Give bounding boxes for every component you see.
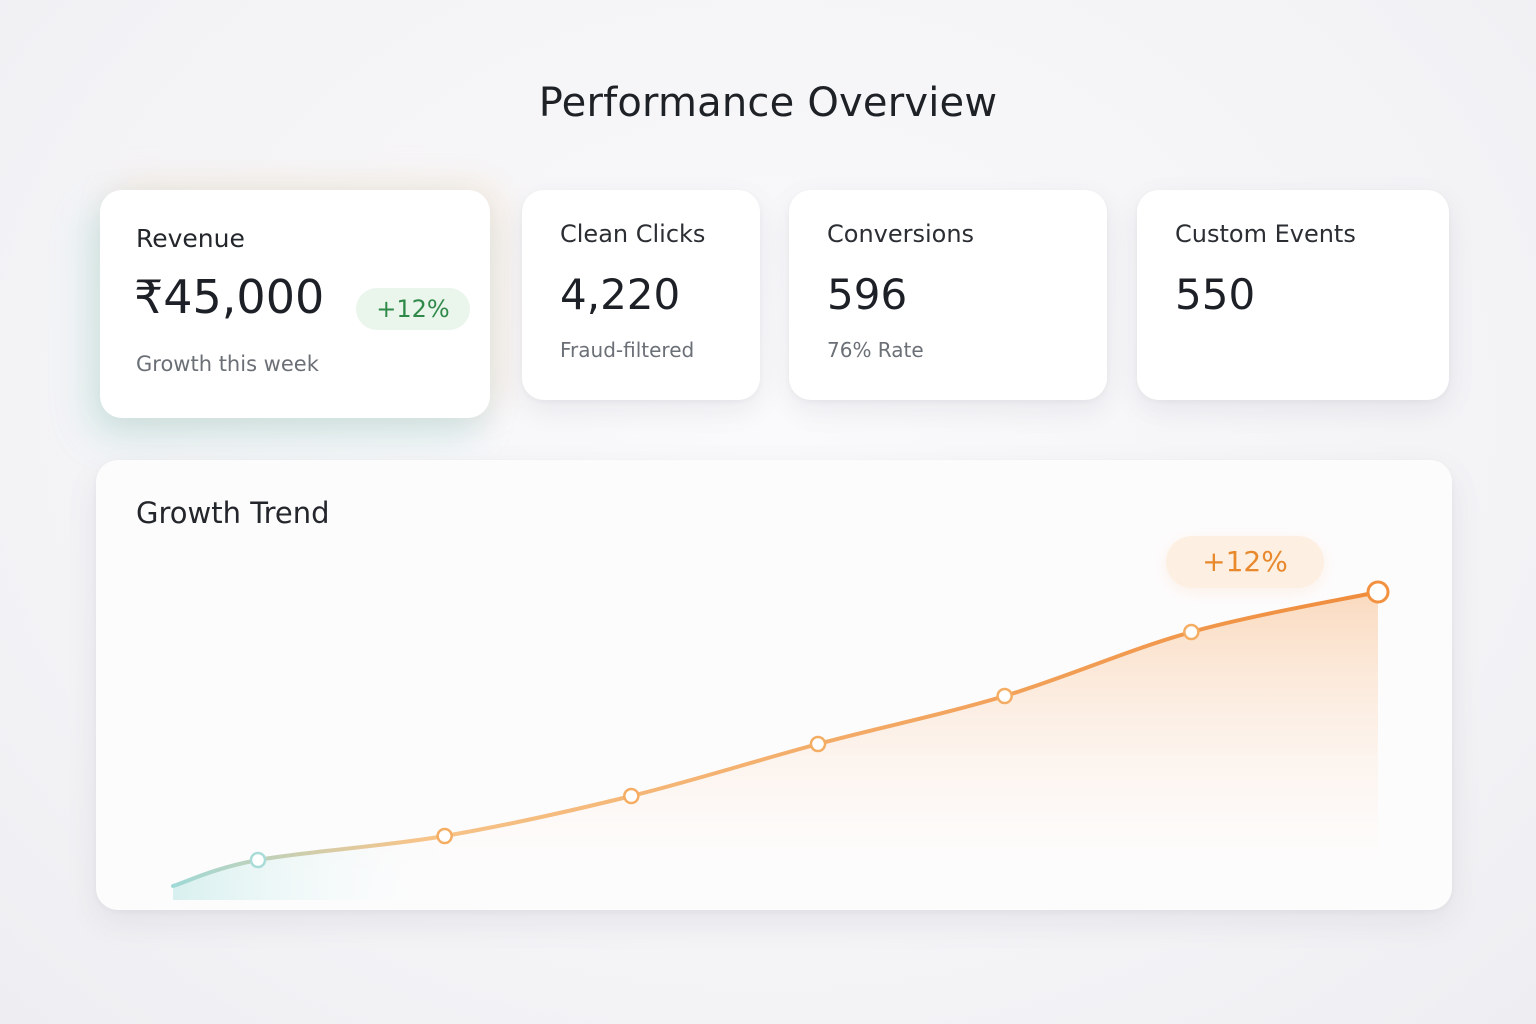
clean-clicks-value: 4,220 [560,270,681,319]
chart-data-point[interactable] [436,827,453,845]
custom-events-card[interactable]: Custom Events 550 [1137,190,1449,400]
custom-events-value: 550 [1175,270,1256,319]
chart-title: Growth Trend [136,496,330,530]
chart-data-point[interactable] [1183,623,1200,641]
conversions-label: Conversions [827,220,975,248]
page-title: Performance Overview [538,80,998,126]
chart-growth-badge: +12% [1166,536,1324,588]
chart-data-point[interactable] [623,787,640,805]
conversions-card[interactable]: Conversions 596 76% Rate [789,190,1107,400]
custom-events-label: Custom Events [1175,220,1356,248]
revenue-growth-badge: +12% [356,288,470,330]
clean-clicks-label: Clean Clicks [560,220,706,248]
clean-clicks-card[interactable]: Clean Clicks 4,220 Fraud-filtered [522,190,760,400]
growth-trend-chart [171,580,1390,900]
chart-series-line [171,590,1380,888]
chart-area-teal-tint [173,592,1378,900]
chart-data-point[interactable] [249,851,267,869]
chart-data-point[interactable] [996,687,1013,705]
revenue-sub: Growth this week [136,352,319,376]
conversions-value: 596 [827,270,908,319]
growth-trend-card: Growth Trend [96,460,1452,910]
clean-clicks-sub: Fraud-filtered [560,338,695,362]
revenue-value: ₹45,000 [134,270,325,324]
conversions-sub: 76% Rate [827,338,924,362]
chart-data-point[interactable] [809,735,827,753]
revenue-card[interactable]: Revenue ₹45,000 +12% Growth this week [100,190,490,418]
revenue-label: Revenue [136,224,245,253]
chart-data-point[interactable] [1366,580,1390,604]
